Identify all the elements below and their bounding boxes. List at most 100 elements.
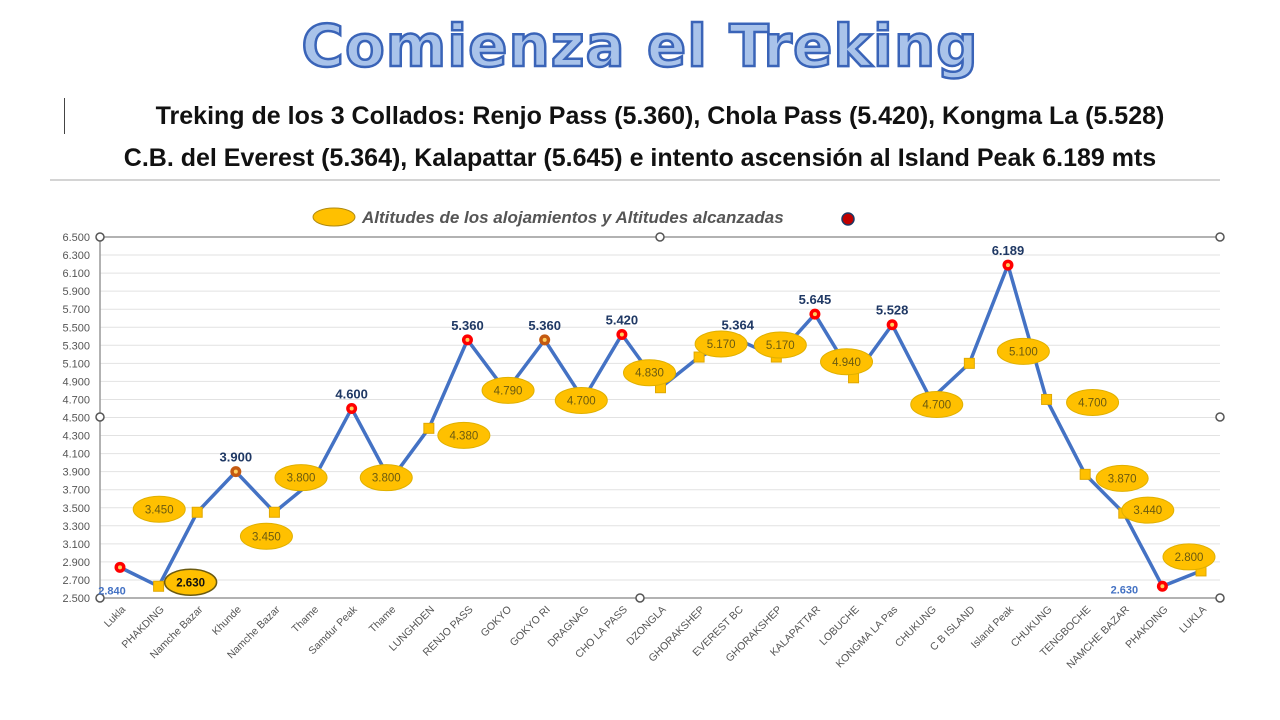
y-tick-label: 2.500: [62, 593, 90, 605]
data-label-bubble: [163, 568, 218, 597]
data-label: 2.840: [98, 585, 126, 597]
data-label: 3.870: [1108, 473, 1137, 485]
data-label-bubble: [554, 386, 608, 414]
y-tick-label: 5.900: [62, 286, 90, 298]
selection-handle: [655, 232, 665, 242]
data-label-bubble: [694, 330, 748, 358]
selection-handle: [1215, 232, 1225, 242]
selection-handle: [1215, 412, 1225, 422]
x-tick-label: Lukla: [102, 604, 128, 630]
lodging-marker: [1041, 393, 1053, 405]
lodging-marker: [693, 351, 705, 363]
x-tick-label: Thame: [290, 604, 322, 636]
data-label-bubble: [1121, 496, 1175, 524]
data-label-bubble: [274, 464, 328, 492]
data-label-bubble: [910, 390, 964, 418]
peak-data-label: 3.900: [220, 450, 253, 465]
selection-handle: [95, 412, 105, 422]
y-tick-label: 3.100: [62, 539, 90, 551]
data-label: 3.800: [372, 473, 401, 485]
y-tick-label: 5.700: [62, 304, 90, 316]
y-tick-label: 4.700: [62, 394, 90, 406]
data-label: 4.790: [494, 385, 523, 397]
y-tick-label: 3.700: [62, 485, 90, 497]
data-label-bubble: [437, 421, 491, 449]
reached-marker-center: [542, 337, 547, 342]
peak-data-label: 5.645: [799, 292, 832, 307]
peak-data-label: 5.360: [528, 318, 561, 333]
data-label-bubble: [359, 464, 413, 492]
reached-marker-center: [233, 469, 238, 474]
reached-marker-center: [890, 322, 895, 327]
data-label: 2.630: [1111, 584, 1139, 596]
data-label: 3.440: [1133, 505, 1162, 517]
reached-marker-center: [465, 337, 470, 342]
peak-data-label: 5.364: [721, 318, 754, 333]
data-label: 3.450: [252, 531, 281, 543]
peak-data-label: 5.420: [606, 312, 639, 327]
reached-marker-center: [118, 565, 122, 570]
y-tick-label: 6.100: [62, 268, 90, 280]
text-cursor: [64, 98, 65, 134]
data-label-bubble: [132, 495, 186, 523]
page-title: Comienza el Treking: [300, 11, 979, 82]
y-tick-label: 5.100: [62, 358, 90, 370]
data-label: 3.450: [145, 504, 174, 516]
x-tick-label: LUKLA: [1177, 604, 1209, 636]
data-label: 5.100: [1009, 346, 1038, 358]
data-label-bubble: [1162, 543, 1216, 571]
legend-reached-marker: [841, 212, 855, 226]
data-label: 5.170: [766, 340, 795, 352]
legend-lodging-marker: [312, 207, 356, 227]
y-tick-label: 4.900: [62, 376, 90, 388]
data-label-bubble: [996, 337, 1050, 365]
data-label: 4.830: [635, 368, 664, 380]
selection-handle: [635, 593, 645, 603]
y-tick-label: 4.500: [62, 413, 90, 425]
selection-handle: [95, 593, 105, 603]
data-label-bubble: [481, 376, 535, 404]
y-tick-label: 5.500: [62, 322, 90, 334]
data-label: 2.800: [1175, 552, 1204, 564]
selection-handle: [95, 232, 105, 242]
data-label-bubble: [753, 331, 807, 359]
y-tick-label: 2.700: [62, 575, 90, 587]
y-tick-label: 3.900: [62, 467, 90, 479]
peak-data-label: 6.189: [992, 243, 1025, 258]
lodging-marker: [963, 357, 975, 369]
y-tick-label: 2.900: [62, 557, 90, 569]
y-tick-label: 3.500: [62, 503, 90, 515]
data-label: 5.170: [707, 339, 736, 351]
data-label: 4.700: [922, 399, 951, 411]
lodging-marker: [423, 422, 435, 434]
lodging-marker: [1079, 468, 1091, 480]
y-tick-label: 6.500: [62, 232, 90, 244]
data-label: 2.630: [176, 577, 205, 589]
x-tick-label: Island Peak: [969, 603, 1017, 651]
lodging-marker: [191, 506, 203, 518]
data-label: 4.700: [567, 395, 596, 407]
data-label-bubble: [1095, 464, 1149, 492]
x-tick-label: GOKYO: [478, 604, 514, 640]
y-tick-label: 5.300: [62, 340, 90, 352]
y-tick-label: 6.300: [62, 250, 90, 262]
legend-text: Altitudes de los alojamientos y Altitude…: [361, 208, 784, 227]
reached-marker-center: [1160, 584, 1165, 589]
reached-marker-center: [812, 312, 817, 317]
lodging-marker: [153, 580, 165, 592]
x-tick-label: Thame: [367, 604, 399, 636]
data-label: 4.700: [1078, 397, 1107, 409]
data-label: 3.800: [287, 473, 316, 485]
subtitle-line-2: C.B. del Everest (5.364), Kalapattar (5.…: [123, 144, 1157, 172]
reached-marker-center: [1005, 263, 1010, 268]
peak-data-label: 5.528: [876, 303, 909, 318]
peak-data-label: 5.360: [451, 318, 484, 333]
data-label-bubble: [239, 522, 293, 550]
peak-data-label: 4.600: [335, 386, 368, 401]
data-label-bubble: [623, 359, 676, 387]
selection-handle: [1215, 593, 1225, 603]
reached-marker-center: [349, 406, 354, 411]
data-label-bubble: [1066, 388, 1120, 416]
reached-marker-center: [619, 332, 624, 337]
